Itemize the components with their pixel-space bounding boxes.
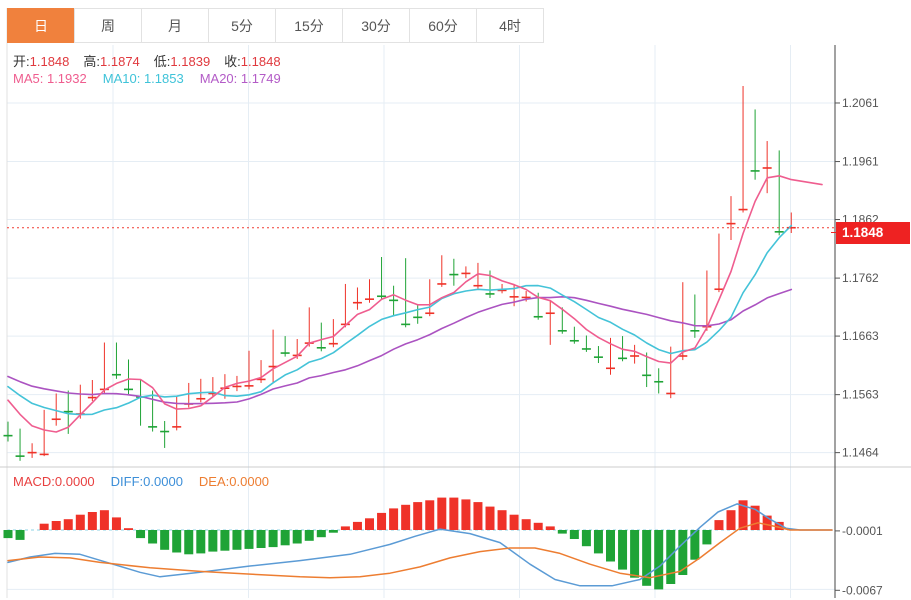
price-axis: 1.20611.19611.18621.17621.16631.15631.14… xyxy=(835,96,883,597)
svg-text:-0.0067: -0.0067 xyxy=(842,583,883,597)
tab-60min[interactable]: 60分 xyxy=(409,8,477,43)
open-value: 1.1848 xyxy=(29,54,70,69)
ma5-legend: MA5: 1.1932 xyxy=(13,71,87,86)
tab-day[interactable]: 日 xyxy=(7,8,75,43)
ma20-legend: MA20: 1.1749 xyxy=(199,71,281,86)
ma5-line xyxy=(7,175,823,433)
diff-line xyxy=(7,503,833,587)
open-label: 开: xyxy=(13,54,30,69)
tab-30min[interactable]: 30分 xyxy=(342,8,410,43)
ma10-line xyxy=(7,224,793,416)
close-value: 1.1848 xyxy=(240,54,281,69)
ma10-legend: MA10: 1.1853 xyxy=(102,71,184,86)
high-value: 1.1874 xyxy=(100,54,140,69)
candles-layer xyxy=(3,85,796,461)
diff-legend: DIFF:0.0000 xyxy=(110,474,183,489)
svg-text:1.1563: 1.1563 xyxy=(842,388,879,402)
tab-4hour[interactable]: 4时 xyxy=(476,8,544,43)
grid-layer xyxy=(7,45,835,598)
svg-text:1.2061: 1.2061 xyxy=(842,96,879,110)
ma-info-bar: MA5: 1.1932 MA10: 1.1853 MA20: 1.1749 xyxy=(13,71,281,86)
svg-text:1.1464: 1.1464 xyxy=(842,446,879,460)
macd-legend: MACD:0.0000 xyxy=(13,474,95,489)
dea-legend: DEA:0.0000 xyxy=(198,474,270,489)
macd-histogram xyxy=(3,497,784,590)
tab-month[interactable]: 月 xyxy=(141,8,209,43)
macd-info-bar: MACD:0.0000 DIFF:0.0000 DEA:0.0000 xyxy=(13,474,269,489)
tab-week[interactable]: 周 xyxy=(74,8,142,43)
last-price-tag: 1.1848 xyxy=(831,221,910,244)
svg-text:1.1663: 1.1663 xyxy=(842,329,879,343)
ohlc-info-bar: 开:1.1848 高:1.1874 低:1.1839 收:1.1848 xyxy=(13,51,295,70)
svg-text:-0.0001: -0.0001 xyxy=(842,524,883,538)
period-tab-bar: 日周月 5分 15分 30分 60分 4时 xyxy=(7,8,544,43)
tab-15min[interactable]: 15分 xyxy=(275,8,343,43)
high-label: 高: xyxy=(83,54,101,69)
low-label: 低: xyxy=(153,54,171,69)
svg-text:1.1961: 1.1961 xyxy=(842,155,879,169)
tab-5min[interactable]: 5分 xyxy=(208,8,276,43)
low-value: 1.1839 xyxy=(170,54,211,69)
dea-line xyxy=(7,522,833,579)
frame-layer xyxy=(0,8,911,598)
svg-text:1.1762: 1.1762 xyxy=(842,271,879,285)
close-label: 收: xyxy=(224,54,241,69)
ma20-line xyxy=(7,288,793,405)
